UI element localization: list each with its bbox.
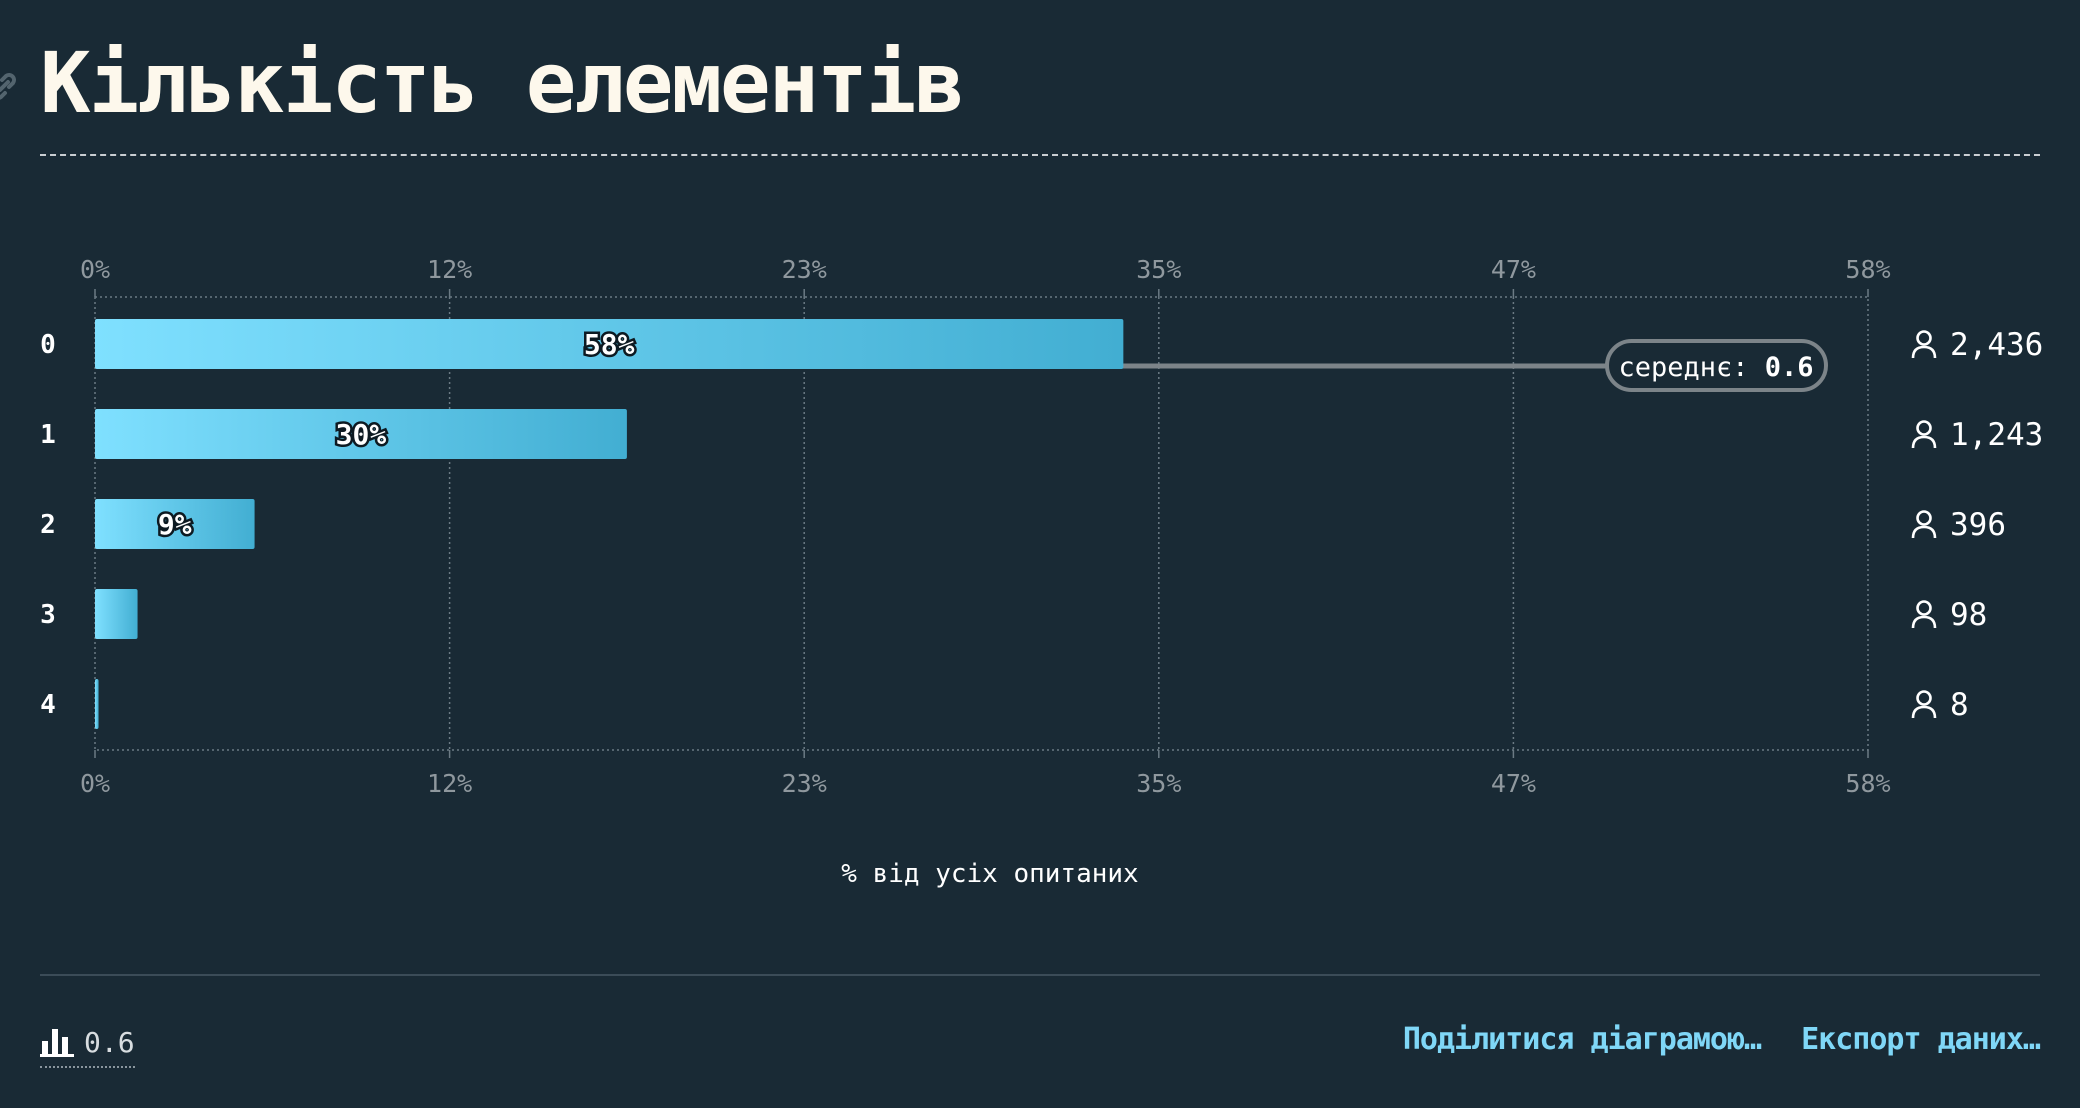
person-icon [1911,420,1937,449]
tick-label-top: 23% [782,255,827,284]
bar [95,499,255,549]
bar-data-label: 58% [584,328,635,361]
share-chart-link[interactable]: Поділитися діаграмою… [1402,1022,1762,1057]
x-axis-label: % від усіх опитаних [841,859,1138,889]
tick-label-top: 35% [1136,255,1181,284]
footer-links: Поділитися діаграмою… Експорт даних… [1402,1022,2041,1057]
respondent-count: 8 [1950,687,1969,723]
tick-label-bottom: 58% [1845,769,1890,798]
category-label: 1 [40,420,56,450]
person-icon [1911,600,1937,629]
bar [95,679,99,729]
bar-chart: 0% 0% 12% 12% 23% 23% 35% 35% 47% 47% 58% 58% 0 58% 2,… [40,255,2043,889]
footer-divider [40,974,2040,976]
title-divider [40,154,2040,156]
bar-data-label: 30% [336,418,387,451]
person-icon [1911,330,1937,359]
mean-label-text: середнє: [1618,352,1764,383]
tick-label-top: 58% [1845,255,1890,284]
mean-label-value: 0.6 [1765,352,1814,383]
export-data-link[interactable]: Експорт даних… [1801,1022,2041,1057]
bar-chart-icon [40,1029,74,1057]
link-icon[interactable] [0,70,20,104]
tick-label-bottom: 35% [1136,769,1181,798]
respondent-count: 1,243 [1950,417,2043,453]
mean-summary-value: 0.6 [84,1025,135,1059]
bar [95,409,627,459]
mean-label: середнє: 0.6 [1618,352,1813,383]
respondent-count: 2,436 [1950,327,2043,363]
category-label: 3 [40,600,56,630]
tick-label-bottom: 0% [80,769,110,798]
person-icon [1911,690,1937,719]
page-title: Кількість елементів [40,34,965,132]
category-label: 0 [40,330,56,360]
category-label: 4 [40,690,56,720]
tick-label-top: 0% [80,255,110,284]
mean-summary[interactable]: 0.6 [40,1022,135,1068]
bar [95,589,138,639]
tick-label-top: 12% [427,255,472,284]
tick-label-top: 47% [1491,255,1536,284]
tick-label-bottom: 23% [782,769,827,798]
tick-label-bottom: 47% [1491,769,1536,798]
respondent-count: 98 [1950,597,1987,633]
mean-badge [1605,339,1828,392]
category-label: 2 [40,510,56,540]
person-icon [1911,510,1937,539]
respondent-count: 396 [1950,507,2006,543]
bar-data-label: 9% [158,508,192,541]
bar [95,319,1124,369]
tick-label-bottom: 12% [427,769,472,798]
